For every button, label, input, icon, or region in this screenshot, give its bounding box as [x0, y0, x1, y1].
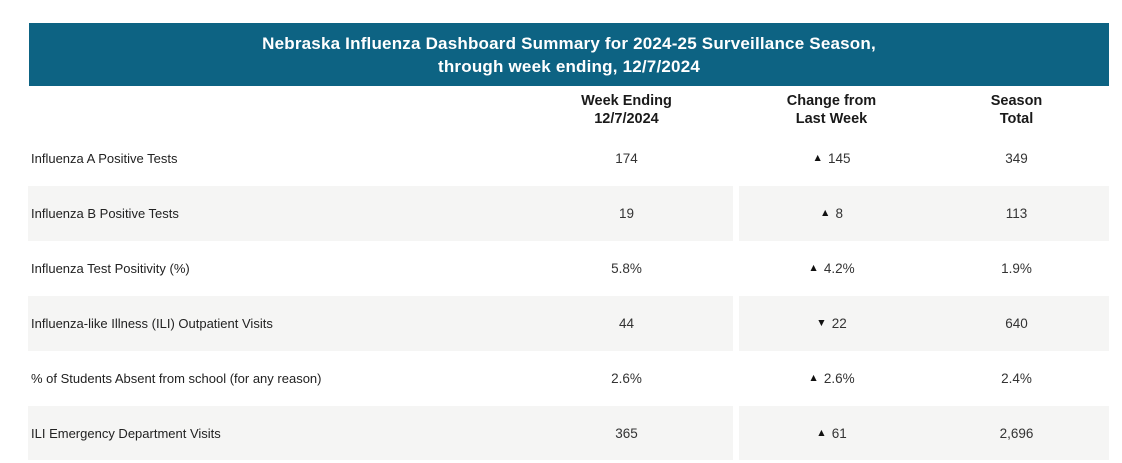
row-label: Influenza-like Illness (ILI) Outpatient …: [31, 316, 273, 331]
change-from-last-week-value: ▲ 4.2%: [739, 241, 924, 296]
week-ending-value: 2.6%: [611, 371, 642, 386]
column-header-week-ending-line-1: Week Ending: [581, 93, 672, 109]
season-total-value: 1.9%: [1001, 261, 1032, 276]
triangle-down-icon: ▼: [816, 317, 827, 330]
column-header-week-ending-line-2: 12/7/2024: [594, 111, 659, 127]
season-total-value: 2.4%: [1001, 371, 1032, 386]
change-from-last-week-value: ▲ 145: [739, 131, 924, 186]
change-from-last-week-value: ▲ 8: [739, 186, 924, 241]
table-row: Influenza B Positive Tests 19 ▲ 8 113: [0, 186, 1122, 241]
table-row: Influenza Test Positivity (%) 5.8% ▲ 4.2…: [0, 241, 1122, 296]
column-header-row: Week Ending 12/7/2024 Change from Last W…: [0, 92, 1122, 130]
column-header-change-from-last-week: Change from Last Week: [739, 92, 924, 130]
row-label: Influenza A Positive Tests: [31, 151, 178, 166]
week-ending-value: 174: [615, 151, 638, 166]
table-row: Influenza-like Illness (ILI) Outpatient …: [0, 296, 1122, 351]
column-header-week-ending: Week Ending 12/7/2024: [520, 92, 733, 130]
row-label: Influenza B Positive Tests: [31, 206, 179, 221]
change-value: 2.6%: [823, 371, 855, 386]
table-body: Influenza A Positive Tests 174 ▲ 145 349…: [0, 131, 1122, 460]
season-total-value: 349: [1005, 151, 1028, 166]
change-value: 145: [827, 151, 851, 166]
column-header-change-line-2: Last Week: [795, 111, 868, 127]
table-row: ILI Emergency Department Visits 365 ▲ 61…: [0, 406, 1122, 460]
dashboard-title-bar: Nebraska Influenza Dashboard Summary for…: [29, 23, 1109, 86]
table-row: Influenza A Positive Tests 174 ▲ 145 349: [0, 131, 1122, 186]
week-ending-value: 19: [618, 206, 635, 221]
triangle-up-icon: ▲: [808, 262, 819, 275]
triangle-up-icon: ▲: [808, 372, 819, 385]
week-ending-value: 44: [618, 316, 635, 331]
triangle-up-icon: ▲: [820, 207, 831, 220]
change-from-last-week-value: ▼ 22: [739, 296, 924, 351]
change-value: 22: [831, 316, 847, 331]
dashboard-title-line-2: through week ending, 12/7/2024: [437, 56, 701, 76]
change-value: 8: [835, 206, 843, 221]
triangle-up-icon: ▲: [812, 152, 823, 165]
column-header-change-line-1: Change from: [786, 93, 877, 109]
dashboard-title-line-1: Nebraska Influenza Dashboard Summary for…: [262, 33, 876, 53]
season-total-value: 640: [1005, 316, 1028, 331]
column-header-season-line-2: Total: [999, 111, 1034, 127]
column-header-season-total: Season Total: [924, 92, 1109, 130]
row-label: Influenza Test Positivity (%): [31, 261, 190, 276]
row-label: % of Students Absent from school (for an…: [31, 371, 322, 386]
row-label: ILI Emergency Department Visits: [31, 425, 221, 441]
season-total-value: 113: [1005, 206, 1028, 221]
change-from-last-week-value: ▲ 2.6%: [739, 351, 924, 406]
change-value: 4.2%: [823, 261, 855, 276]
season-total-value: 2,696: [999, 425, 1034, 441]
week-ending-value: 5.8%: [611, 261, 642, 276]
triangle-up-icon: ▲: [816, 426, 827, 439]
week-ending-value: 365: [615, 425, 638, 441]
column-header-season-line-1: Season: [990, 93, 1043, 109]
table-row: % of Students Absent from school (for an…: [0, 351, 1122, 406]
change-from-last-week-value: ▲ 61: [739, 406, 924, 460]
change-value: 61: [831, 425, 847, 441]
